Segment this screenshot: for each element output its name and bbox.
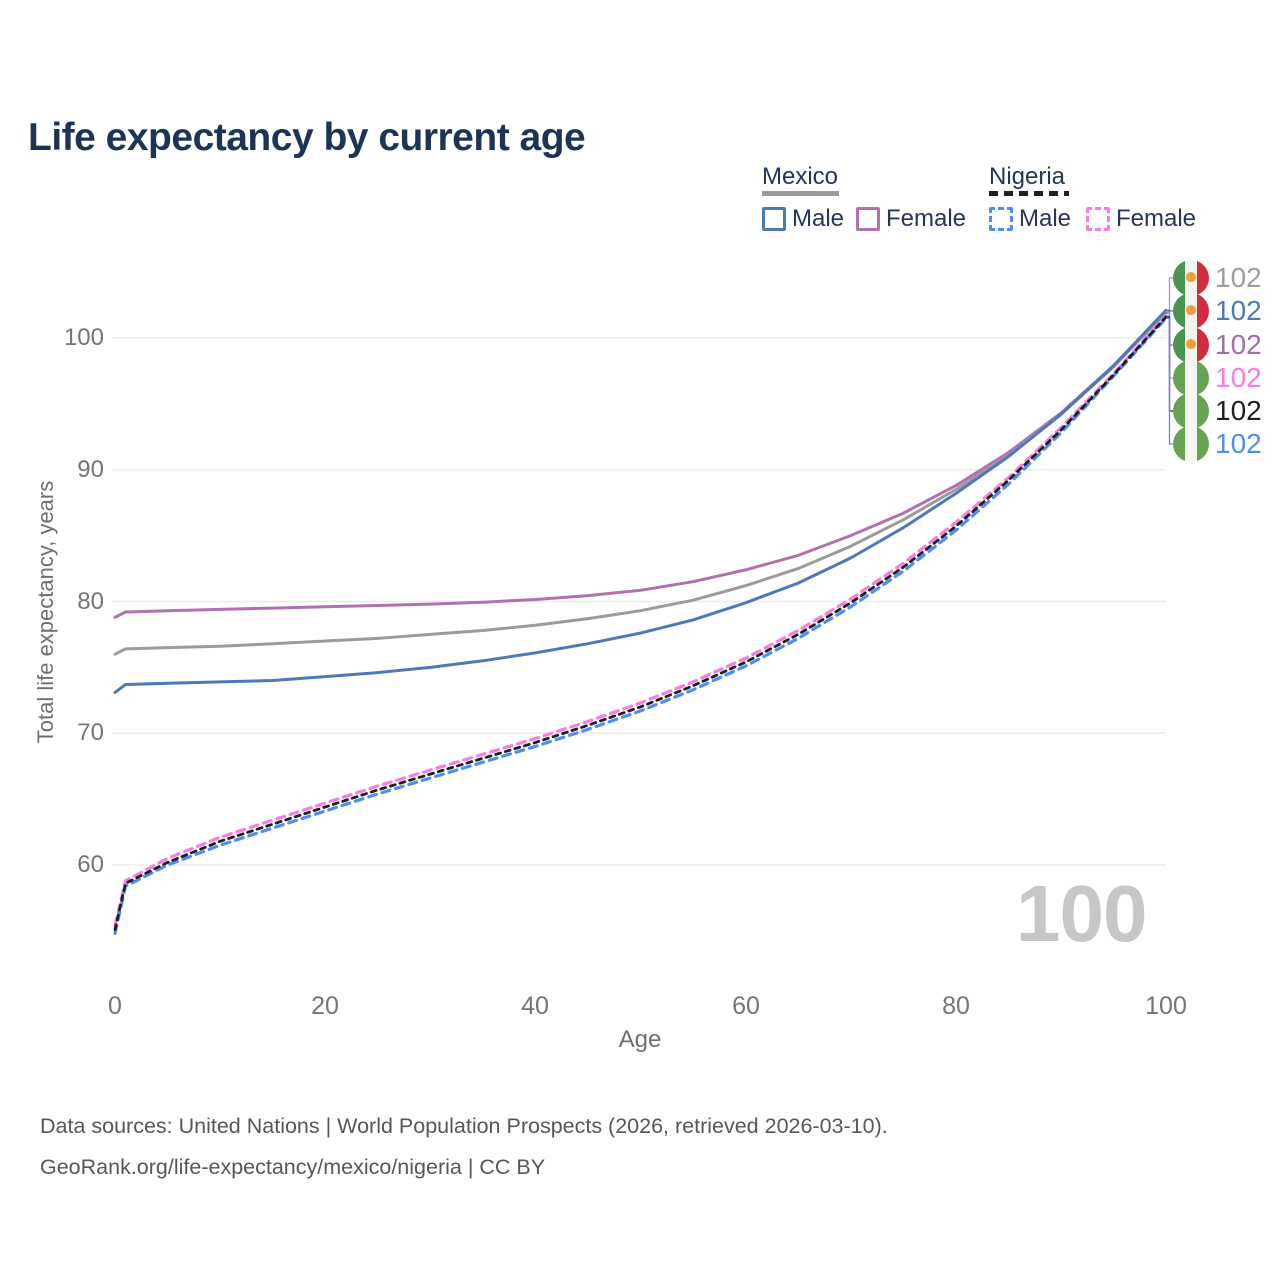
x-tick-100: 100 xyxy=(1145,992,1187,1020)
line-mexico_male[interactable] xyxy=(113,308,1168,694)
end-value: 102 xyxy=(1215,395,1262,426)
end-value: 102 xyxy=(1215,295,1262,326)
footer-line-1: Data sources: United Nations | World Pop… xyxy=(40,1114,888,1138)
x-tick-80: 80 xyxy=(942,992,970,1020)
y-tick-60: 60 xyxy=(77,851,104,878)
x-tick-0: 0 xyxy=(108,992,122,1020)
x-tick-20: 20 xyxy=(311,992,339,1020)
legend-swatch-nigeria-male[interactable] xyxy=(989,207,1013,231)
x-tick-60: 60 xyxy=(732,992,760,1020)
y-tick-90: 90 xyxy=(77,456,104,483)
nigeria-flag-icon xyxy=(1173,360,1209,396)
line-mexico_both[interactable] xyxy=(113,310,1168,656)
line-nigeria_female[interactable] xyxy=(113,314,1168,928)
legend-underline-nigeria xyxy=(989,191,1069,196)
end-connector-nigeria_male xyxy=(1166,317,1174,445)
nigeria-flag-icon xyxy=(1173,426,1209,462)
page-title: Life expectancy by current age xyxy=(28,116,586,160)
mexico-emblem-icon xyxy=(1186,339,1196,349)
end-value: 102 xyxy=(1215,362,1262,393)
y-tick-70: 70 xyxy=(77,719,104,746)
mexico-flag-icon xyxy=(1173,260,1209,296)
legend-underline-mexico xyxy=(762,191,839,196)
y-tick-80: 80 xyxy=(77,588,104,615)
end-label-row: 102 xyxy=(1173,293,1262,329)
legend-label-mexico-female[interactable]: Female xyxy=(886,205,967,232)
legend-label-nigeria-female[interactable]: Female xyxy=(1116,205,1197,232)
mexico-emblem-icon xyxy=(1186,272,1196,282)
legend-label-mexico-male[interactable]: Male xyxy=(792,205,845,232)
end-label-row: 102 xyxy=(1173,360,1262,396)
end-label-row: 102 xyxy=(1173,327,1262,363)
end-label-row: 102 xyxy=(1173,393,1262,429)
end-label-row: 102 xyxy=(1173,260,1262,296)
legend-country-nigeria[interactable]: Nigeria xyxy=(989,163,1066,190)
footer-line-2[interactable]: GeoRank.org/life-expectancy/mexico/niger… xyxy=(40,1155,546,1179)
mexico-flag-icon xyxy=(1173,327,1209,363)
legend-label-nigeria-male[interactable]: Male xyxy=(1019,205,1072,232)
line-nigeria_male[interactable] xyxy=(113,316,1168,936)
legend-country-mexico[interactable]: Mexico xyxy=(762,163,839,190)
line-nigeria_both[interactable] xyxy=(113,315,1168,931)
y-axis-title: Total life expectancy, years xyxy=(33,480,58,744)
x-tick-40: 40 xyxy=(521,992,549,1020)
data-source-footer: Data sources: United Nations | World Pop… xyxy=(40,1106,888,1188)
line-mexico_female[interactable] xyxy=(113,311,1168,619)
mexico-emblem-icon xyxy=(1186,305,1196,315)
legend-swatch-nigeria-female[interactable] xyxy=(1086,207,1110,231)
end-value: 102 xyxy=(1215,262,1262,293)
age-counter-watermark: 100 xyxy=(1016,869,1147,958)
end-value: 102 xyxy=(1215,428,1262,459)
legend-swatch-mexico-female[interactable] xyxy=(856,207,880,231)
y-tick-100: 100 xyxy=(63,324,104,351)
end-connector-mexico_male xyxy=(1166,309,1174,312)
nigeria-flag-icon xyxy=(1173,393,1209,429)
legend-swatch-mexico-male[interactable] xyxy=(762,207,786,231)
x-axis-title: Age xyxy=(618,1026,662,1053)
end-connector-mexico_both xyxy=(1166,277,1174,313)
mexico-flag-icon xyxy=(1173,293,1209,329)
end-label-row: 102 xyxy=(1173,426,1262,462)
end-value: 102 xyxy=(1215,329,1262,360)
